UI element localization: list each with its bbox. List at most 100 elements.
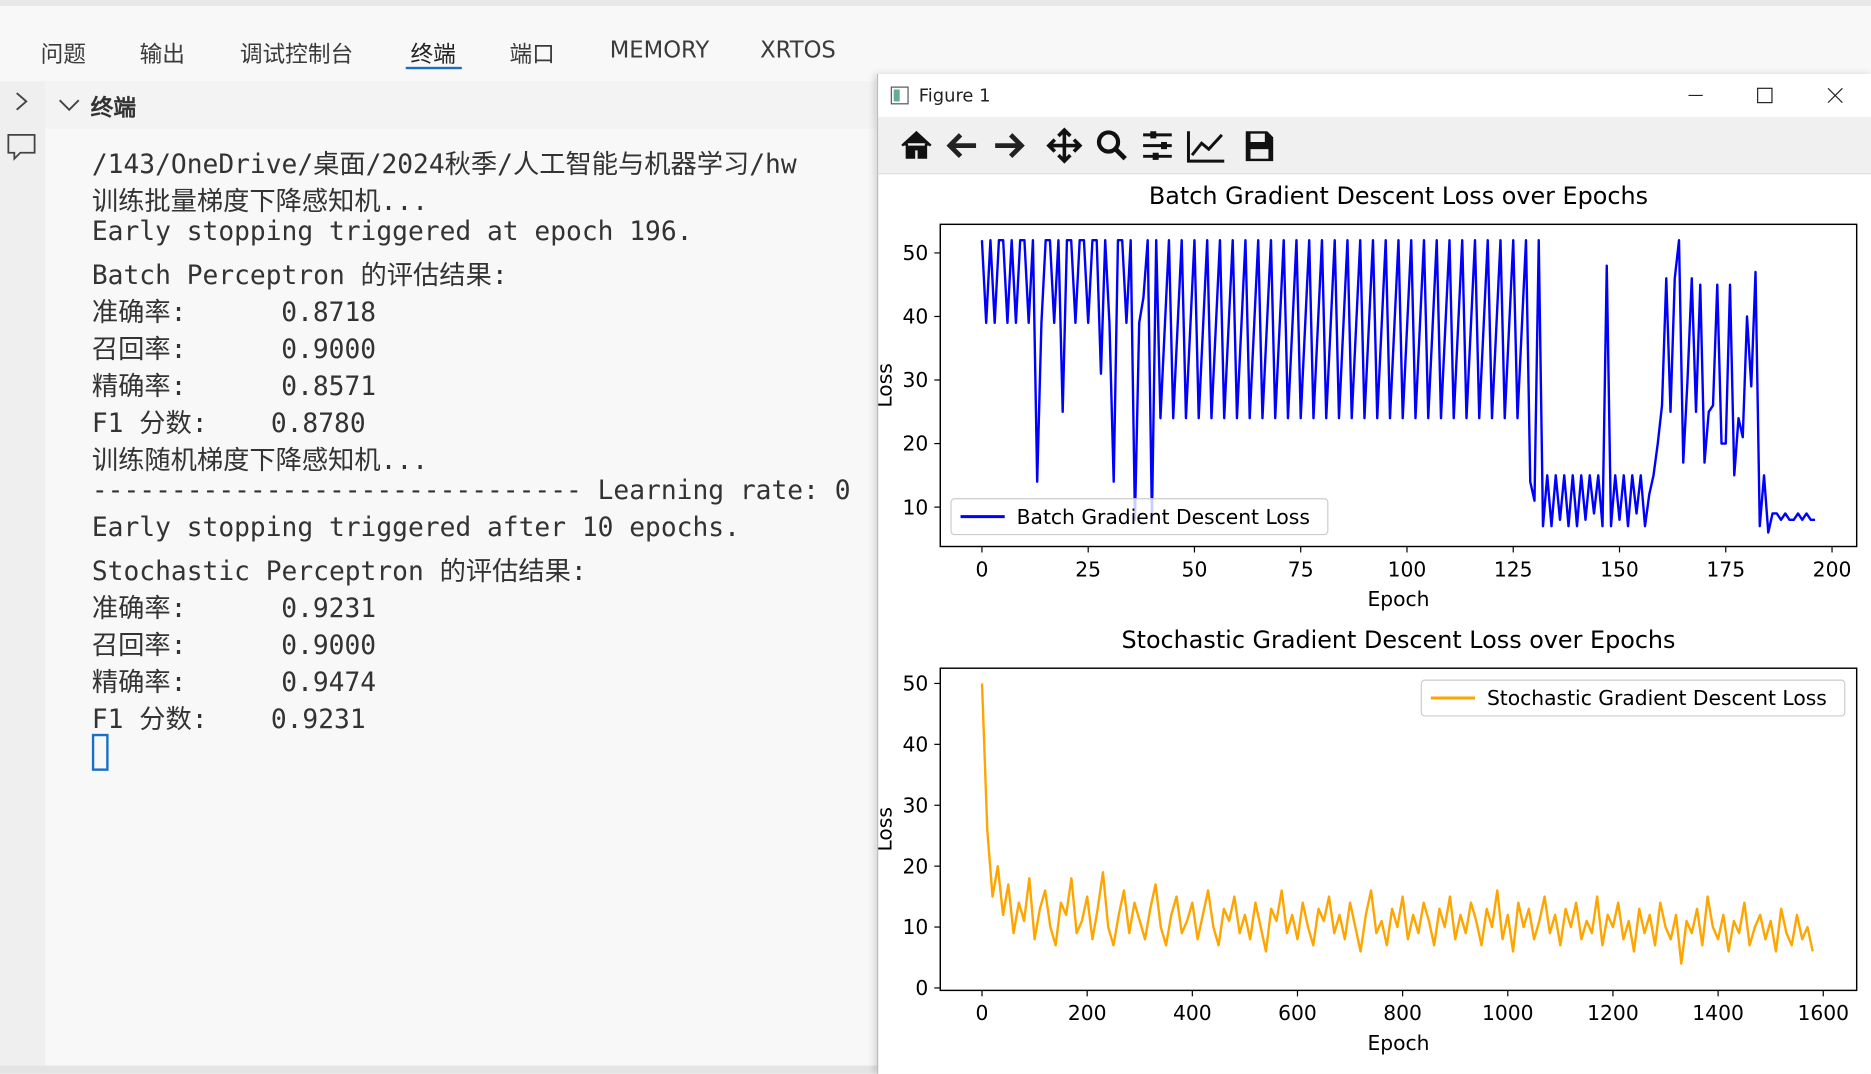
slider-knob	[1150, 131, 1157, 139]
x-tick-label: 400	[1173, 1001, 1212, 1025]
terminal-line: 训练批量梯度下降感知机...	[91, 187, 429, 218]
forward-button[interactable]	[995, 133, 1025, 159]
terminal: /143/OneDrive/桌面/2024秋季/人工智能与机器学习/hw 训练批量…	[45, 128, 878, 1066]
window-controls	[1688, 87, 1843, 104]
legend-label: Batch Gradient Descent Loss	[1017, 505, 1310, 529]
tab[interactable]: 终端	[410, 41, 456, 69]
x-tick-label: 25	[1075, 557, 1101, 581]
window-icon	[890, 86, 909, 105]
tab[interactable]: 问题	[40, 41, 86, 69]
x-tick-label: 0	[975, 557, 988, 581]
terminal-line: 准确率: 0.8718	[91, 298, 377, 329]
y-tick-label: 40	[903, 305, 929, 329]
zoom-button[interactable]	[1096, 130, 1121, 154]
x-tick-label: 1000	[1482, 1001, 1534, 1025]
terminal-line: 召回率: 0.9000	[91, 335, 377, 366]
title-bar: Figure 1	[878, 73, 1871, 117]
panel-title: 终端	[90, 95, 137, 122]
tab[interactable]: MEMORY	[609, 36, 710, 64]
terminal-line: F1 分数: 0.8780	[91, 409, 366, 440]
y-tick-label: 50	[903, 672, 929, 696]
y-tick-label: 0	[915, 976, 928, 1000]
y-tick-label: 20	[903, 432, 929, 456]
loss-line	[980, 683, 1814, 965]
expand-icon[interactable]	[16, 92, 28, 111]
collapse-icon[interactable]	[57, 95, 81, 114]
maximize[interactable]	[1757, 87, 1773, 104]
legend-box	[950, 498, 1329, 536]
tab[interactable]: 输出	[139, 41, 185, 69]
plots: Batch Gradient Descent Loss over Epochs 0…	[878, 182, 1858, 1055]
slider-knob	[1161, 141, 1167, 150]
y-tick-label: 30	[903, 793, 929, 817]
x-tick-label: 1600	[1797, 1001, 1849, 1025]
x-tick-label: 200	[1813, 557, 1852, 581]
save-label	[1250, 149, 1269, 159]
pan-button[interactable]	[1046, 127, 1083, 164]
y-tick-label: 50	[903, 241, 929, 265]
cursor	[91, 733, 109, 771]
x-tick-label: 75	[1288, 557, 1314, 581]
x-tick-label: 125	[1494, 557, 1533, 581]
x-tick-label: 600	[1278, 1001, 1317, 1025]
toolbar-icons	[901, 127, 1274, 164]
terminal-line: F1 分数: 0.9231	[91, 705, 366, 736]
loss-line	[980, 239, 1816, 534]
x-tick-label: 0	[976, 1001, 989, 1025]
close[interactable]	[1827, 87, 1843, 104]
chat-icon[interactable]	[7, 133, 36, 161]
y-tick-label: 20	[903, 854, 929, 878]
tab[interactable]: XRTOS	[760, 36, 836, 64]
x-tick-label: 175	[1706, 557, 1745, 581]
y-axis-label: Loss	[878, 807, 896, 851]
terminal-line: Early stopping triggered after 10 epochs…	[91, 513, 740, 543]
y-tick-label: 10	[903, 495, 929, 519]
home-button[interactable]	[901, 130, 932, 159]
terminal-line: 精确率: 0.8571	[91, 372, 377, 403]
x-tick-label: 50	[1182, 557, 1208, 581]
top-strip	[0, 0, 1871, 6]
legend-box	[1420, 679, 1846, 717]
terminal-line: 准确率: 0.9231	[91, 594, 377, 625]
save-label	[1250, 133, 1265, 142]
figure-window: Figure 1	[877, 73, 1871, 1074]
terminal-line: Stochastic Perceptron 的评估结果:	[91, 557, 587, 588]
back-button[interactable]	[946, 133, 977, 159]
panel-header: 终端	[45, 81, 878, 129]
x-axis-label: Epoch	[1367, 1031, 1429, 1055]
tab-bar: 问题 输出 调试控制台 终端 端口 MEMORY XRTOS	[0, 5, 1871, 82]
window-title: Figure 1	[918, 84, 991, 107]
x-axis-label: Epoch	[1367, 587, 1429, 611]
x-tick-label: 1400	[1692, 1001, 1744, 1025]
terminal-line: 训练随机梯度下降感知机...	[91, 446, 429, 477]
toolbar	[878, 116, 1871, 175]
tab[interactable]: 调试控制台	[239, 41, 354, 69]
chart-title: Stochastic Gradient Descent Loss over Ep…	[1121, 626, 1675, 654]
slider-knob	[1152, 152, 1159, 160]
terminal-line: /143/OneDrive/桌面/2024秋季/人工智能与机器学习/hw	[91, 150, 797, 181]
zoom-handle	[1113, 147, 1127, 161]
bottom-strip	[0, 1065, 878, 1074]
active-tab-underline	[405, 66, 462, 70]
y-tick-label: 40	[903, 733, 929, 757]
axes-button[interactable]	[1186, 131, 1225, 163]
x-tick-label: 200	[1068, 1001, 1107, 1025]
terminal-line: 召回率: 0.9000	[91, 631, 377, 662]
x-tick-label: 1200	[1587, 1001, 1639, 1025]
x-tick-label: 100	[1388, 557, 1427, 581]
terminal-line: ------------------------------- Learning…	[91, 476, 851, 506]
chart-title: Batch Gradient Descent Loss over Epochs	[1149, 182, 1648, 210]
y-axis-label: Loss	[878, 363, 896, 407]
y-tick-label: 10	[903, 915, 929, 939]
terminal-line: 精确率: 0.9474	[91, 668, 377, 699]
gutter	[0, 81, 46, 1066]
gutter-icons	[7, 92, 36, 161]
x-tick-label: 800	[1383, 1001, 1422, 1025]
x-tick-label: 150	[1600, 557, 1639, 581]
y-tick-label: 30	[903, 368, 929, 392]
terminal-line: Batch Perceptron 的评估结果:	[91, 261, 508, 292]
legend-label: Stochastic Gradient Descent Loss	[1487, 686, 1827, 710]
tab[interactable]: 端口	[509, 41, 555, 69]
